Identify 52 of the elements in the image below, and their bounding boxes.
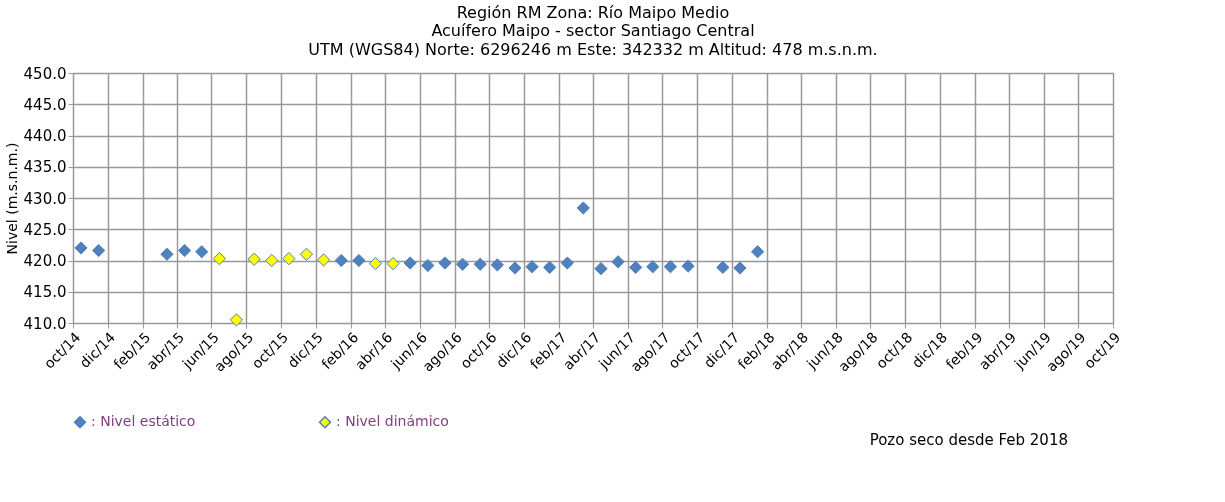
point [629,260,643,274]
y-tick-label: 440.0 [23,127,67,145]
y-tick-label: 425.0 [23,220,67,239]
point [438,256,452,270]
legend-label: : Nivel estático [91,413,196,430]
text: Acuífero Maipo - sector Santiago Central [431,21,755,40]
point [282,252,296,266]
point [473,257,487,271]
y-tick-label: 415.0 [23,283,67,302]
point [334,253,348,268]
y-tick-label: 430.0 [23,189,67,208]
point [681,259,695,273]
point [733,261,747,275]
point [525,260,539,274]
point [299,247,314,261]
point [247,252,261,266]
point [543,260,557,274]
y-tick-label: 450.0 [23,64,67,83]
point [229,313,244,327]
point [594,262,608,276]
point [403,256,417,270]
point [750,245,765,259]
point [92,243,106,258]
y-tick-label: 420.0 [23,252,67,270]
point [576,201,590,215]
y-tick-label: 410.0 [23,314,67,333]
point [560,256,574,270]
point [646,260,660,274]
point [386,257,400,271]
point [212,252,226,266]
point [316,253,331,267]
point [421,258,435,273]
text: Pozo seco desde Feb 2018 [869,431,1068,449]
point [160,247,174,261]
legend-label: : Nivel dinámico [336,413,449,430]
point [508,261,522,275]
chart-subtitle: UTM (WGS84) Norte: 6296246 m Este: 342332 m Altitud: 478 m.s.n.m. [308,40,878,59]
point [716,260,730,274]
point [352,253,366,268]
point [178,243,192,258]
point [368,257,383,271]
point [455,257,470,271]
point [74,241,88,255]
point [663,260,678,274]
point [265,253,279,268]
y-tick-label: 435.0 [23,158,67,177]
text: Región RM Zona: Río Maipo Medio [456,3,730,22]
point [490,258,504,272]
point [195,245,209,259]
y-axis-title: Nivel (m.s.n.m.) [3,142,20,255]
point [611,255,625,269]
y-tick-label: 445.0 [23,95,67,114]
